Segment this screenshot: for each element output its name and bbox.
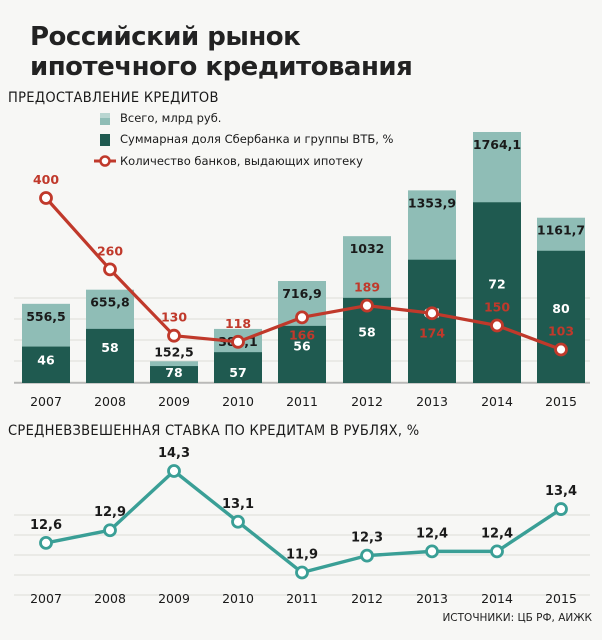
rate-value-label: 13,4: [545, 484, 577, 499]
rate-value-label: 12,6: [30, 518, 62, 533]
x-tick-label: 2015: [545, 394, 577, 409]
banks-point: [295, 310, 309, 325]
legend-label-total: Всего, млрд руб.: [120, 111, 221, 125]
x-tick-label: 2007: [30, 591, 62, 606]
bar-share: [22, 346, 70, 383]
rate-point: [167, 464, 181, 478]
rate-chart-title: СРЕДНЕВЗВЕШЕННАЯ СТАВКА ПО КРЕДИТАМ В РУ…: [8, 423, 420, 439]
bar-share: [408, 259, 456, 383]
rate-point: [39, 536, 53, 550]
loans-chart: 556,5462007655,8582008152,5782009380,157…: [14, 111, 590, 409]
page-title: Российский рынок ипотечного кредитования: [30, 22, 413, 82]
x-tick-label: 2009: [158, 394, 190, 409]
banks-value-label: 130: [161, 310, 187, 325]
share-value-label: 58: [101, 340, 118, 355]
share-value-label: 72: [488, 277, 505, 292]
source-note: ИСТОЧНИКИ: ЦБ РФ, АИЖК: [442, 612, 592, 624]
x-tick-label: 2013: [416, 394, 448, 409]
banks-value-label: 118: [225, 316, 251, 331]
banks-value-label: 166: [289, 327, 315, 342]
total-value-label: 1161,7: [537, 223, 585, 238]
legend-swatch-total-top: [100, 113, 110, 118]
banks-point: [425, 306, 439, 321]
share-value-label: 80: [552, 301, 570, 316]
banks-value-label: 103: [548, 323, 574, 338]
banks-point: [39, 191, 53, 205]
x-tick-label: 2012: [351, 591, 383, 606]
banks-point: [554, 342, 568, 357]
legend-swatch-total: [100, 113, 110, 125]
x-tick-label: 2011: [286, 394, 318, 409]
total-value-label: 1032: [350, 241, 385, 256]
x-tick-label: 2015: [545, 591, 577, 606]
bar-share: [214, 352, 262, 383]
legend-swatch-banks-dot: [99, 155, 111, 167]
x-tick-label: 2007: [30, 394, 62, 409]
rate-point: [295, 565, 309, 580]
bar-share: [537, 250, 585, 383]
share-value-label: 46: [37, 353, 55, 368]
banks-point: [103, 262, 117, 277]
legend: Всего, млрд руб. Суммарная доля Сбербанка…: [94, 111, 394, 168]
bar-share: [150, 366, 198, 383]
total-value-label: 655,8: [90, 295, 130, 310]
rate-value-label: 14,3: [158, 446, 190, 461]
legend-swatch-share: [100, 134, 110, 146]
banks-value-label: 400: [33, 172, 59, 187]
legend-label-banks: Количество банков, выдающих ипотеку: [120, 154, 363, 168]
banks-point: [231, 334, 245, 349]
rate-value-label: 13,1: [222, 497, 254, 512]
banks-point: [360, 298, 374, 313]
bar-share: [473, 202, 521, 383]
rate-value-label: 12,4: [416, 526, 448, 541]
bar-share: [86, 328, 134, 383]
rate-point: [554, 502, 568, 516]
x-tick-label: 2009: [158, 591, 190, 606]
x-tick-label: 2010: [222, 591, 254, 606]
total-value-label: 152,5: [154, 344, 194, 359]
x-tick-label: 2014: [481, 394, 513, 409]
share-value-label: 78: [165, 365, 182, 380]
rate-value-label: 12,3: [351, 531, 383, 546]
legend-label-share: Суммарная доля Сбербанка и группы ВТБ, %: [120, 132, 394, 146]
rate-value-label: 11,9: [286, 548, 318, 563]
x-tick-label: 2008: [94, 394, 126, 409]
banks-point: [167, 328, 181, 343]
total-value-label: 716,9: [282, 286, 322, 301]
loans-chart-title: ПРЕДОСТАВЛЕНИЕ КРЕДИТОВ: [8, 90, 219, 106]
x-tick-label: 2008: [94, 591, 126, 606]
total-value-label: 1764,1: [473, 137, 521, 152]
x-tick-label: 2013: [416, 591, 448, 606]
total-value-label: 1353,9: [408, 195, 456, 210]
bar-share: [278, 325, 326, 383]
rate-point: [490, 544, 504, 559]
rate-value-label: 12,9: [94, 505, 126, 520]
banks-point: [490, 318, 504, 333]
rate-point: [425, 544, 439, 559]
share-value-label: 57: [229, 365, 246, 380]
x-tick-label: 2011: [286, 591, 318, 606]
banks-value-label: 260: [97, 243, 123, 258]
banks-value-label: 150: [484, 300, 510, 315]
x-tick-label: 2014: [481, 591, 513, 606]
rate-point: [103, 523, 117, 538]
x-tick-label: 2012: [351, 394, 383, 409]
share-value-label: 56: [293, 338, 311, 353]
x-tick-label: 2010: [222, 394, 254, 409]
rate-point: [231, 514, 245, 529]
total-value-label: 556,5: [26, 309, 66, 324]
banks-value-label: 189: [354, 280, 380, 295]
banks-value-label: 174: [419, 325, 445, 340]
rate-point: [360, 548, 374, 563]
share-value-label: 58: [358, 324, 375, 339]
rate-value-label: 12,4: [481, 526, 513, 541]
